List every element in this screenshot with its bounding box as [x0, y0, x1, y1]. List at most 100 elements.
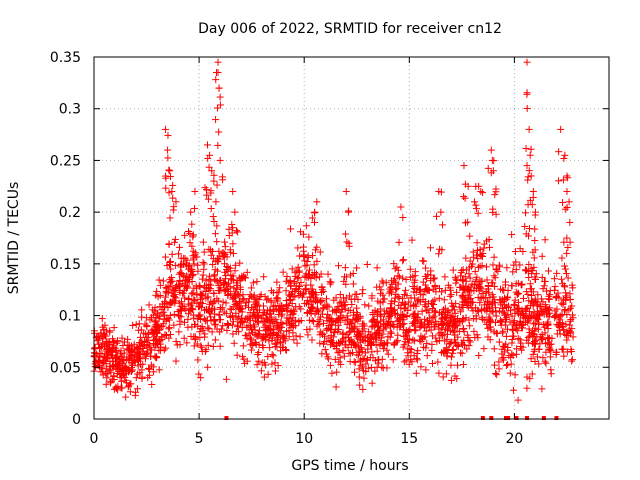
data-point — [110, 324, 118, 332]
data-point — [216, 305, 224, 313]
data-point — [558, 310, 566, 318]
data-point — [202, 287, 210, 295]
data-point — [114, 386, 122, 394]
data-point — [124, 335, 132, 343]
data-point — [524, 176, 532, 184]
data-point — [361, 337, 369, 345]
data-point — [143, 322, 151, 330]
data-point — [560, 352, 568, 360]
data-point — [125, 341, 133, 349]
data-point — [125, 367, 133, 375]
data-point — [508, 339, 516, 347]
data-point — [566, 238, 574, 246]
data-point — [531, 339, 539, 347]
data-point — [203, 317, 211, 325]
x-tick-label: 20 — [505, 431, 523, 447]
data-point — [165, 324, 173, 332]
data-point — [306, 266, 314, 274]
data-point — [532, 270, 540, 278]
data-point — [196, 283, 204, 291]
data-point — [346, 337, 354, 345]
data-point — [556, 323, 564, 331]
data-point — [230, 339, 238, 347]
data-point — [224, 321, 232, 329]
data-point — [568, 347, 576, 355]
data-point — [324, 324, 332, 332]
data-point — [545, 292, 553, 300]
data-point — [344, 343, 352, 351]
data-point — [300, 243, 308, 251]
data-point — [506, 369, 514, 377]
data-point — [255, 357, 263, 365]
data-point — [118, 364, 126, 372]
data-point — [341, 305, 349, 313]
data-point — [342, 230, 350, 238]
data-point — [384, 339, 392, 347]
data-point — [245, 303, 253, 311]
data-point — [176, 269, 184, 277]
data-point — [295, 292, 303, 300]
tick-labels: 0 5 10 15 20 0 0.05 0.1 0.15 0.2 0.25 0.3 0.35 — [50, 50, 523, 447]
data-point — [535, 360, 543, 368]
data-point — [453, 276, 461, 284]
data-point — [205, 325, 213, 333]
data-point — [387, 277, 395, 285]
data-point — [413, 356, 421, 364]
data-point — [399, 213, 407, 221]
data-point — [176, 243, 184, 251]
data-point — [293, 274, 301, 282]
data-point — [399, 257, 407, 265]
data-point — [272, 315, 280, 323]
data-point — [160, 346, 168, 354]
data-point — [525, 261, 533, 269]
data-point — [244, 313, 252, 321]
data-point — [399, 274, 407, 282]
data-point — [514, 396, 522, 404]
data-point — [535, 310, 543, 318]
data-point — [351, 368, 359, 376]
data-point — [368, 348, 376, 356]
data-point — [391, 294, 399, 302]
data-point — [482, 263, 490, 271]
data-point — [204, 293, 212, 301]
data-point — [215, 84, 223, 92]
data-point — [139, 344, 147, 352]
data-point — [190, 311, 198, 319]
data-point — [97, 329, 105, 337]
data-point — [462, 254, 470, 262]
data-point — [526, 301, 534, 309]
data-point — [118, 377, 126, 385]
data-point — [464, 331, 472, 339]
data-point — [364, 345, 372, 353]
data-point — [513, 291, 521, 299]
data-point — [369, 322, 377, 330]
data-point — [306, 316, 314, 324]
data-point — [304, 331, 312, 339]
data-point — [490, 272, 498, 280]
data-point — [462, 314, 470, 322]
data-point — [466, 257, 474, 265]
data-point — [514, 304, 522, 312]
data-point — [429, 297, 437, 305]
data-point — [458, 276, 466, 284]
zero-value-point — [514, 416, 519, 420]
data-point — [194, 261, 202, 269]
data-point — [483, 320, 491, 328]
data-point — [135, 326, 143, 334]
data-point — [211, 297, 219, 305]
data-point — [343, 330, 351, 338]
data-point — [201, 330, 209, 338]
data-point — [491, 361, 499, 369]
data-point — [530, 308, 538, 316]
data-point — [255, 331, 263, 339]
data-point — [511, 248, 519, 256]
data-point — [534, 316, 542, 324]
data-point — [520, 294, 528, 302]
data-point — [492, 266, 500, 274]
data-point — [530, 340, 538, 348]
data-point — [388, 329, 396, 337]
data-point — [428, 359, 436, 367]
data-point — [341, 264, 349, 272]
data-point — [434, 358, 442, 366]
data-point — [403, 312, 411, 320]
